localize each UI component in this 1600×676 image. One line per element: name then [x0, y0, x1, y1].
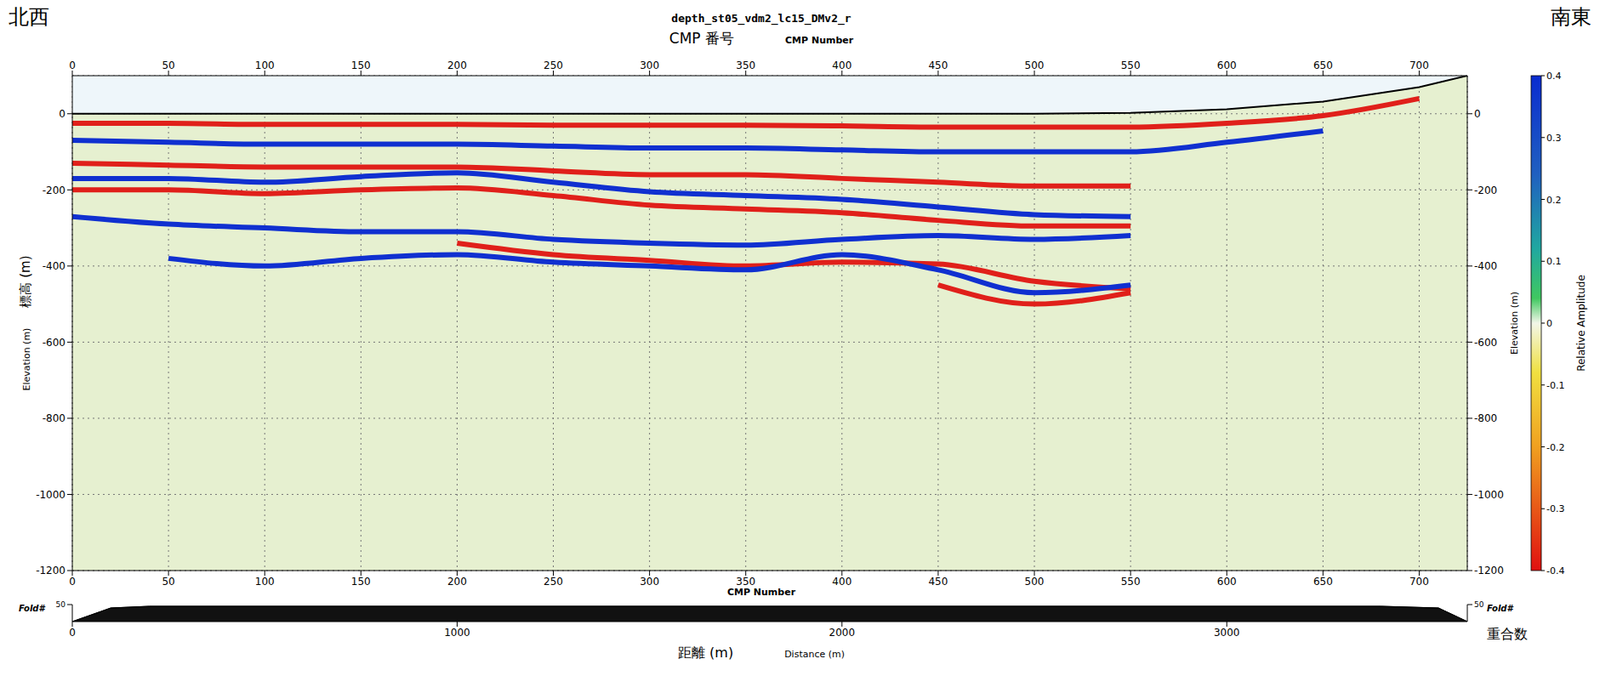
svg-text:0: 0: [68, 59, 76, 72]
html-text:CMP Number: CMP Number: [727, 586, 796, 598]
svg-text:600: 600: [1217, 59, 1237, 72]
svg-text:-400: -400: [42, 260, 66, 273]
svg-text:600: 600: [1217, 575, 1237, 588]
svg-text:0: 0: [58, 108, 66, 120]
svg-text:50: 50: [1474, 600, 1485, 610]
svg-text:0.2: 0.2: [1546, 194, 1562, 206]
svg-text:150: 150: [351, 575, 371, 588]
svg-text:3000: 3000: [1213, 626, 1241, 639]
svg-text:2000: 2000: [829, 626, 856, 639]
svg-text:-200: -200: [1474, 184, 1498, 197]
html-text:距離 (m): 距離 (m): [677, 644, 734, 661]
svg-text:-0.4: -0.4: [1546, 565, 1565, 577]
svg-text:-600: -600: [42, 336, 66, 349]
html-text:Fold#: Fold#: [18, 603, 45, 614]
svg-text:350: 350: [735, 575, 756, 588]
svg-text:-1200: -1200: [1474, 564, 1504, 577]
svg-text:-1200: -1200: [35, 564, 66, 577]
svg-text:0: 0: [68, 626, 76, 639]
svg-text:550: 550: [1121, 59, 1141, 72]
html-text:重合数: 重合数: [1486, 626, 1528, 643]
html-text:Elevation (m): Elevation (m): [20, 327, 32, 391]
svg-text:-400: -400: [1474, 260, 1498, 273]
svg-text:500: 500: [1024, 59, 1045, 72]
svg-text:-1000: -1000: [35, 489, 66, 502]
svg-text:0: 0: [68, 575, 76, 588]
html-text:CMP Number: CMP Number: [785, 34, 854, 46]
svg-text:-0.3: -0.3: [1546, 503, 1565, 515]
svg-text:250: 250: [543, 575, 564, 588]
svg-text:350: 350: [735, 59, 756, 72]
svg-text:300: 300: [639, 59, 660, 72]
svg-text:300: 300: [639, 575, 660, 588]
svg-text:1000: 1000: [444, 626, 471, 639]
svg-text:650: 650: [1313, 59, 1333, 72]
svg-text:0.1: 0.1: [1546, 256, 1562, 268]
html-text:北西: 北西: [8, 5, 50, 29]
svg-text:-800: -800: [1474, 412, 1498, 425]
svg-text:-600: -600: [1474, 336, 1498, 349]
svg-text:500: 500: [1024, 575, 1045, 588]
svg-text:0.4: 0.4: [1546, 70, 1562, 82]
html-text:Elevation (m): Elevation (m): [1508, 291, 1520, 355]
svg-text:50: 50: [161, 59, 175, 72]
svg-text:450: 450: [928, 59, 948, 72]
html-text:Fold#: Fold#: [1486, 603, 1513, 614]
svg-text:200: 200: [447, 59, 467, 72]
svg-text:100: 100: [255, 59, 275, 72]
svg-text:0: 0: [1474, 108, 1481, 120]
svg-text:-800: -800: [42, 412, 66, 425]
svg-text:0: 0: [1546, 318, 1553, 330]
svg-text:250: 250: [543, 59, 564, 72]
svg-text:200: 200: [447, 575, 467, 588]
svg-text:-1000: -1000: [1474, 489, 1504, 502]
svg-text:700: 700: [1409, 575, 1430, 588]
svg-text:700: 700: [1409, 59, 1430, 72]
svg-text:0.3: 0.3: [1546, 132, 1562, 144]
svg-text:450: 450: [928, 575, 948, 588]
svg-text:100: 100: [255, 575, 275, 588]
svg-text:-200: -200: [42, 184, 66, 197]
svg-text:400: 400: [831, 575, 852, 588]
html-text:南東: 南東: [1550, 5, 1592, 29]
svg-text:400: 400: [831, 59, 852, 72]
svg-text:50: 50: [56, 600, 67, 610]
svg-text:150: 150: [351, 59, 371, 72]
html-text:Distance (m): Distance (m): [784, 649, 845, 661]
svg-text:-0.1: -0.1: [1546, 380, 1565, 392]
svg-text:550: 550: [1121, 575, 1141, 588]
svg-text:-0.2: -0.2: [1546, 442, 1565, 454]
html-text:標高 (m): 標高 (m): [17, 255, 33, 308]
html-text:depth_st05_vdm2_lc15_DMv2_r: depth_st05_vdm2_lc15_DMv2_r: [671, 11, 852, 25]
svg-text:650: 650: [1313, 575, 1333, 588]
svg-text:50: 50: [161, 575, 175, 588]
html-text:CMP 番号: CMP 番号: [669, 29, 735, 47]
svg-text:Relative Amplitude: Relative Amplitude: [1575, 274, 1588, 372]
